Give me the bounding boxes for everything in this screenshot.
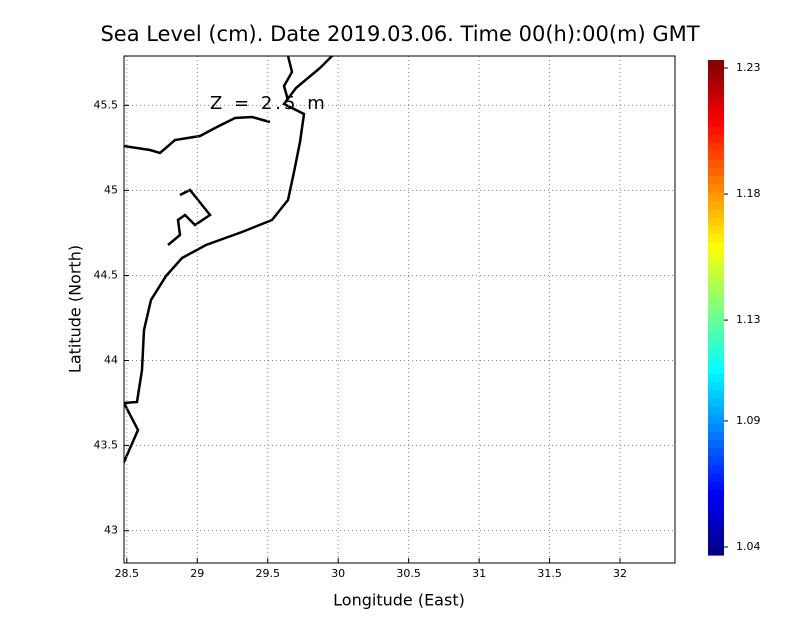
colorbar-tick-label: 1.13 — [736, 313, 761, 326]
colorbar-swatch — [708, 175, 724, 185]
colorbar-swatch — [708, 390, 724, 399]
colorbar-tick-label: 1.09 — [736, 414, 761, 427]
lake — [282, 56, 294, 101]
colorbar-swatch — [708, 291, 724, 300]
x-axis-label: Longitude (East) — [333, 591, 465, 610]
colorbar-swatch — [708, 192, 724, 201]
colorbar-swatch — [708, 431, 724, 441]
river — [124, 115, 271, 155]
colorbar-swatch — [708, 76, 724, 86]
chart-title: Sea Level (cm). Date 2019.03.06. Time 00… — [100, 22, 699, 46]
colorbar-swatch — [708, 142, 724, 152]
colorbar-tick-label: 1.23 — [736, 61, 761, 74]
x-tick-label: 31 — [472, 567, 486, 580]
colorbar-swatch — [708, 423, 724, 432]
y-tick-label: 44.5 — [94, 268, 119, 281]
colorbar-swatch — [708, 447, 724, 457]
colorbar-swatch — [708, 332, 724, 342]
x-tick-label: 30 — [331, 567, 345, 580]
x-tick-label: 29.5 — [255, 567, 280, 580]
colorbar-tick-label: 1.04 — [736, 540, 761, 553]
colorbar-swatch — [708, 348, 724, 358]
colorbar: 1.04 1.09 1.13 1.18 1.23 — [708, 60, 761, 556]
y-tick-label: 43 — [104, 524, 118, 537]
colorbar-swatch — [708, 357, 724, 366]
colorbar-swatch — [708, 315, 724, 325]
x-tick-label: 31.5 — [537, 567, 562, 580]
lagoon — [167, 188, 212, 246]
colorbar-swatch — [708, 126, 724, 135]
colorbar-swatch — [708, 216, 724, 226]
colorbar-swatch — [708, 373, 724, 383]
land — [124, 56, 334, 464]
colorbar-swatch — [708, 480, 724, 490]
x-tick-label: 32 — [613, 567, 627, 580]
x-tick-label: 28.5 — [115, 567, 140, 580]
x-tick-label: 29 — [190, 567, 204, 580]
grid — [124, 56, 675, 563]
colorbar-swatch — [708, 183, 724, 193]
colorbar-swatch — [708, 472, 724, 482]
colorbar-swatch — [708, 340, 724, 350]
colorbar-swatch — [708, 456, 724, 465]
x-tick-label: 30.5 — [396, 567, 421, 580]
y-tick-label: 45 — [104, 183, 118, 196]
colorbar-swatch — [708, 307, 724, 317]
annotation: Z = 2.5 m — [210, 93, 328, 114]
colorbar-swatch — [708, 117, 724, 127]
colorbar-swatch — [708, 60, 724, 69]
colorbar-swatch — [708, 101, 724, 111]
colorbar-swatch — [708, 546, 724, 556]
y-axis-label: Latitude (North) — [66, 245, 85, 373]
colorbar-swatch — [708, 93, 724, 102]
plot-frame — [123, 55, 676, 564]
colorbar-swatch — [708, 159, 724, 168]
colorbar-swatch — [708, 208, 724, 218]
colorbar-swatch — [708, 233, 724, 243]
y-tick-label: 45.5 — [94, 98, 119, 111]
colorbar-swatch — [708, 365, 724, 375]
colorbar-swatch — [708, 538, 724, 548]
colorbar-swatch — [708, 84, 724, 94]
colorbar-swatch — [708, 513, 724, 523]
colorbar-swatch — [708, 464, 724, 474]
colorbar-swatch — [708, 258, 724, 267]
colorbar-swatch — [708, 381, 724, 391]
colorbar-swatch — [708, 167, 724, 177]
colorbar-swatch — [708, 109, 724, 119]
y-tick-label: 44 — [104, 354, 118, 367]
colorbar-swatch — [708, 150, 724, 160]
colorbar-swatch — [708, 406, 724, 416]
colorbar-swatch — [708, 200, 724, 210]
colorbar-swatch — [708, 134, 724, 144]
colorbar-swatch — [708, 241, 724, 251]
colorbar-swatch — [708, 522, 724, 531]
colorbar-swatch — [708, 398, 724, 408]
colorbar-swatch — [708, 266, 724, 276]
colorbar-swatch — [708, 249, 724, 259]
colorbar-swatch — [708, 225, 724, 234]
colorbar-swatch — [708, 497, 724, 507]
colorbar-swatch — [708, 274, 724, 284]
colorbar-swatch — [708, 282, 724, 292]
colorbar-swatch — [708, 439, 724, 449]
colorbar-swatch — [708, 299, 724, 309]
colorbar-swatch — [708, 530, 724, 540]
y-tick-label: 43.5 — [94, 439, 119, 452]
colorbar-swatch — [708, 414, 724, 424]
colorbar-swatch — [708, 505, 724, 515]
colorbar-tick-label: 1.18 — [736, 187, 761, 200]
colorbar-swatch — [708, 324, 724, 333]
colorbar-swatch — [708, 68, 724, 78]
colorbar-swatch — [708, 489, 724, 498]
